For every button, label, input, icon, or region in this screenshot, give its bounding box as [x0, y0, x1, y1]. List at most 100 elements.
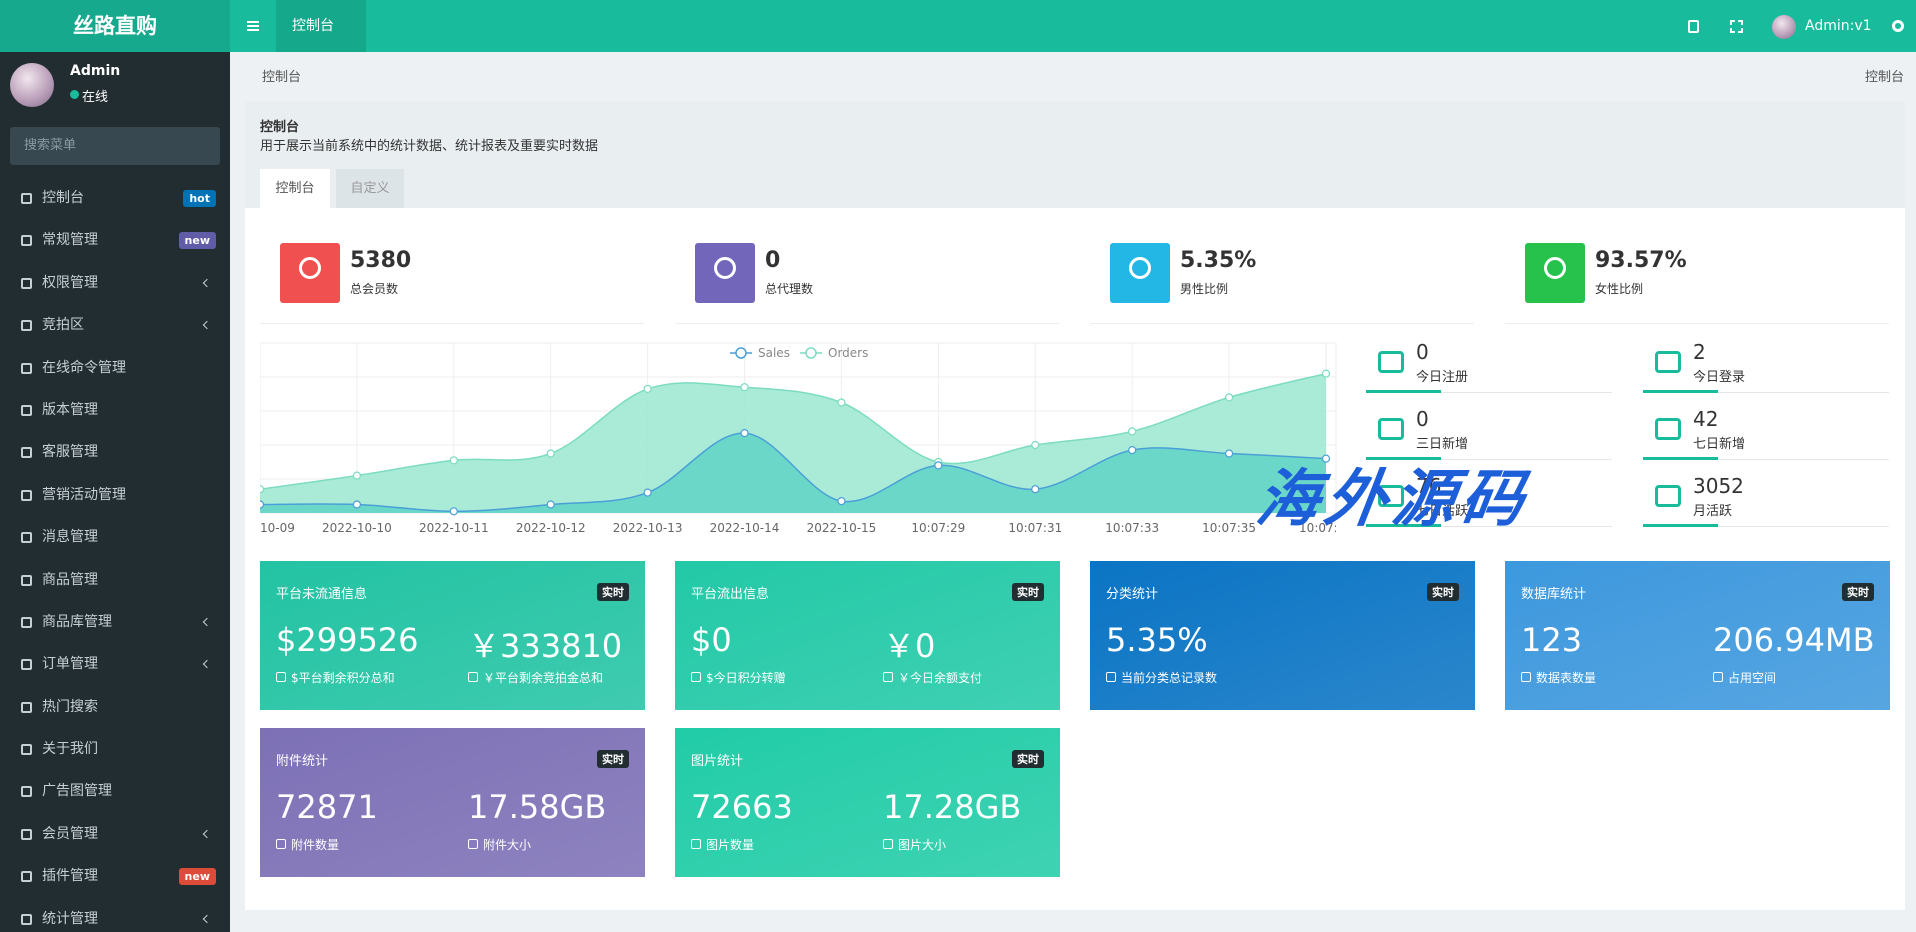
menu-item[interactable]: 在线命令管理 [0, 347, 230, 389]
mini-stat: 3052 月活跃 [1643, 474, 1889, 527]
menu-item[interactable]: 商品库管理 [0, 601, 230, 643]
menu-icon [21, 828, 32, 840]
card-title: 平台未流通信息 [276, 587, 368, 602]
stat-value: 0 [765, 248, 781, 273]
x-tick-label: 10:07:33 [1105, 521, 1159, 535]
menu-label: 商品管理 [42, 571, 98, 588]
menu-item[interactable]: 版本管理 [0, 389, 230, 431]
menu-item[interactable]: 竞拍区 [0, 304, 230, 346]
mini-label: 七日新增 [1693, 437, 1746, 452]
mini-stat: 42 七日新增 [1643, 407, 1889, 460]
settings-icon[interactable] [1892, 20, 1904, 32]
menu-item[interactable]: 常规管理 new [0, 219, 230, 261]
menu-icon [21, 786, 32, 798]
card-label-icon [1713, 672, 1723, 682]
mini-value: 2 [1693, 340, 1706, 364]
menu-item[interactable]: 权限管理 [0, 262, 230, 304]
menu-item[interactable]: 商品管理 [0, 559, 230, 601]
x-tick-label: 2022-10-10 [322, 521, 392, 535]
mini-value: 0 [1416, 407, 1429, 431]
menu-toggle[interactable] [230, 0, 276, 52]
submenu-arrow [202, 660, 212, 669]
point [1031, 440, 1040, 450]
card-label: 占用空间 [1713, 669, 1776, 686]
point [260, 485, 265, 494]
mini-icon [1378, 351, 1404, 373]
menu-item[interactable]: 客服管理 [0, 431, 230, 473]
header-icon[interactable] [1688, 20, 1699, 33]
card-value: ￥0 [883, 627, 936, 665]
mini-underline [1366, 390, 1441, 393]
menu-icon [21, 404, 32, 416]
mini-label: 今日登录 [1693, 370, 1746, 385]
mini-label: 月活跃 [1693, 504, 1733, 519]
nav-tab[interactable]: 控制台 [276, 0, 366, 52]
card-label: $平台剩余积分总和 [276, 669, 395, 686]
breadcrumb[interactable]: 控制台 [262, 70, 302, 85]
card-badge: 实时 [1427, 583, 1459, 601]
menu-label: 统计管理 [42, 910, 98, 927]
point [546, 449, 555, 458]
x-tick-label: 2022-10-11 [419, 521, 489, 535]
tab[interactable]: 控制台 [260, 169, 330, 208]
mini-icon [1655, 485, 1681, 507]
card-value: 17.58GB [468, 788, 607, 826]
card-value: 72663 [691, 788, 793, 826]
x-tick-label: 2022-10-14 [710, 521, 780, 535]
menu-item[interactable]: 营销活动管理 [0, 474, 230, 516]
submenu-arrow [202, 320, 212, 330]
menu-item[interactable]: 订单管理 [0, 643, 230, 685]
header-avatar[interactable] [1772, 15, 1796, 39]
menu-icon [21, 659, 32, 671]
stat-card: 平台未流通信息 实时 $299526 $平台剩余积分总和 ￥333810 ￥平台剩余竞拍金… [260, 561, 645, 710]
legend-label: Orders [828, 346, 868, 360]
card-label: 数据表数量 [1521, 669, 1596, 686]
search-box[interactable]: 搜索菜单 [10, 127, 220, 165]
point [1224, 393, 1234, 402]
point [643, 384, 652, 394]
mini-icon [1655, 418, 1681, 440]
x-tick-label: 10:07:29 [911, 521, 965, 535]
card-badge: 实时 [597, 750, 629, 768]
card-label: 图片数量 [691, 836, 754, 853]
header-user[interactable]: Admin:v1 [1805, 18, 1872, 34]
menu-label: 会员管理 [42, 825, 98, 842]
menu-label: 插件管理 [42, 868, 98, 885]
x-axis: 2022-10-09 2022-10-10 2022-10-11 2022-10-12… [260, 521, 1336, 535]
submenu-arrow [202, 278, 212, 288]
stat-icon [280, 243, 340, 303]
card-title: 图片统计 [691, 754, 744, 769]
fullscreen-icon[interactable] [1730, 20, 1743, 33]
menu-item[interactable]: 控制台 hot [0, 177, 230, 219]
menu-item[interactable]: 关于我们 [0, 728, 230, 770]
x-tick-label: 2022-10-12 [516, 521, 586, 535]
menu-label: 热门搜索 [42, 698, 98, 715]
menu-icon [21, 701, 32, 713]
card-label-icon [691, 672, 701, 682]
menu-label: 权限管理 [42, 274, 98, 291]
mini-value: 42 [1693, 407, 1719, 431]
logo[interactable]: 丝路直购 [0, 0, 230, 52]
menu-label: 订单管理 [42, 656, 98, 673]
stat-icon [695, 243, 755, 303]
menu-item[interactable]: 会员管理 [0, 813, 230, 855]
stat-card: 数据库统计 实时 123 数据表数量 206.94MB 占用空间 [1505, 561, 1890, 710]
menu-item[interactable]: 广告图管理 [0, 770, 230, 812]
card-value: ￥333810 [468, 627, 623, 665]
legend-marker [805, 347, 817, 359]
tab[interactable]: 自定义 [336, 169, 404, 208]
point [837, 497, 846, 506]
card-label-icon [1106, 672, 1116, 682]
menu-item[interactable]: 消息管理 [0, 516, 230, 558]
breadcrumb-right: 控制台 [1864, 70, 1904, 85]
mini-underline [1643, 390, 1718, 393]
legend-marker [735, 347, 747, 359]
menu-item[interactable]: 插件管理 new [0, 855, 230, 897]
menu-item[interactable]: 统计管理 [0, 898, 230, 932]
panel-description: 用于展示当前系统中的统计数据、统计报表及重要实时数据 [260, 139, 599, 154]
card-badge: 实时 [597, 583, 629, 601]
card-badge: 实时 [1012, 583, 1044, 601]
menu-icon [21, 871, 32, 883]
card-label-icon [276, 672, 286, 682]
menu-item[interactable]: 热门搜索 [0, 686, 230, 728]
